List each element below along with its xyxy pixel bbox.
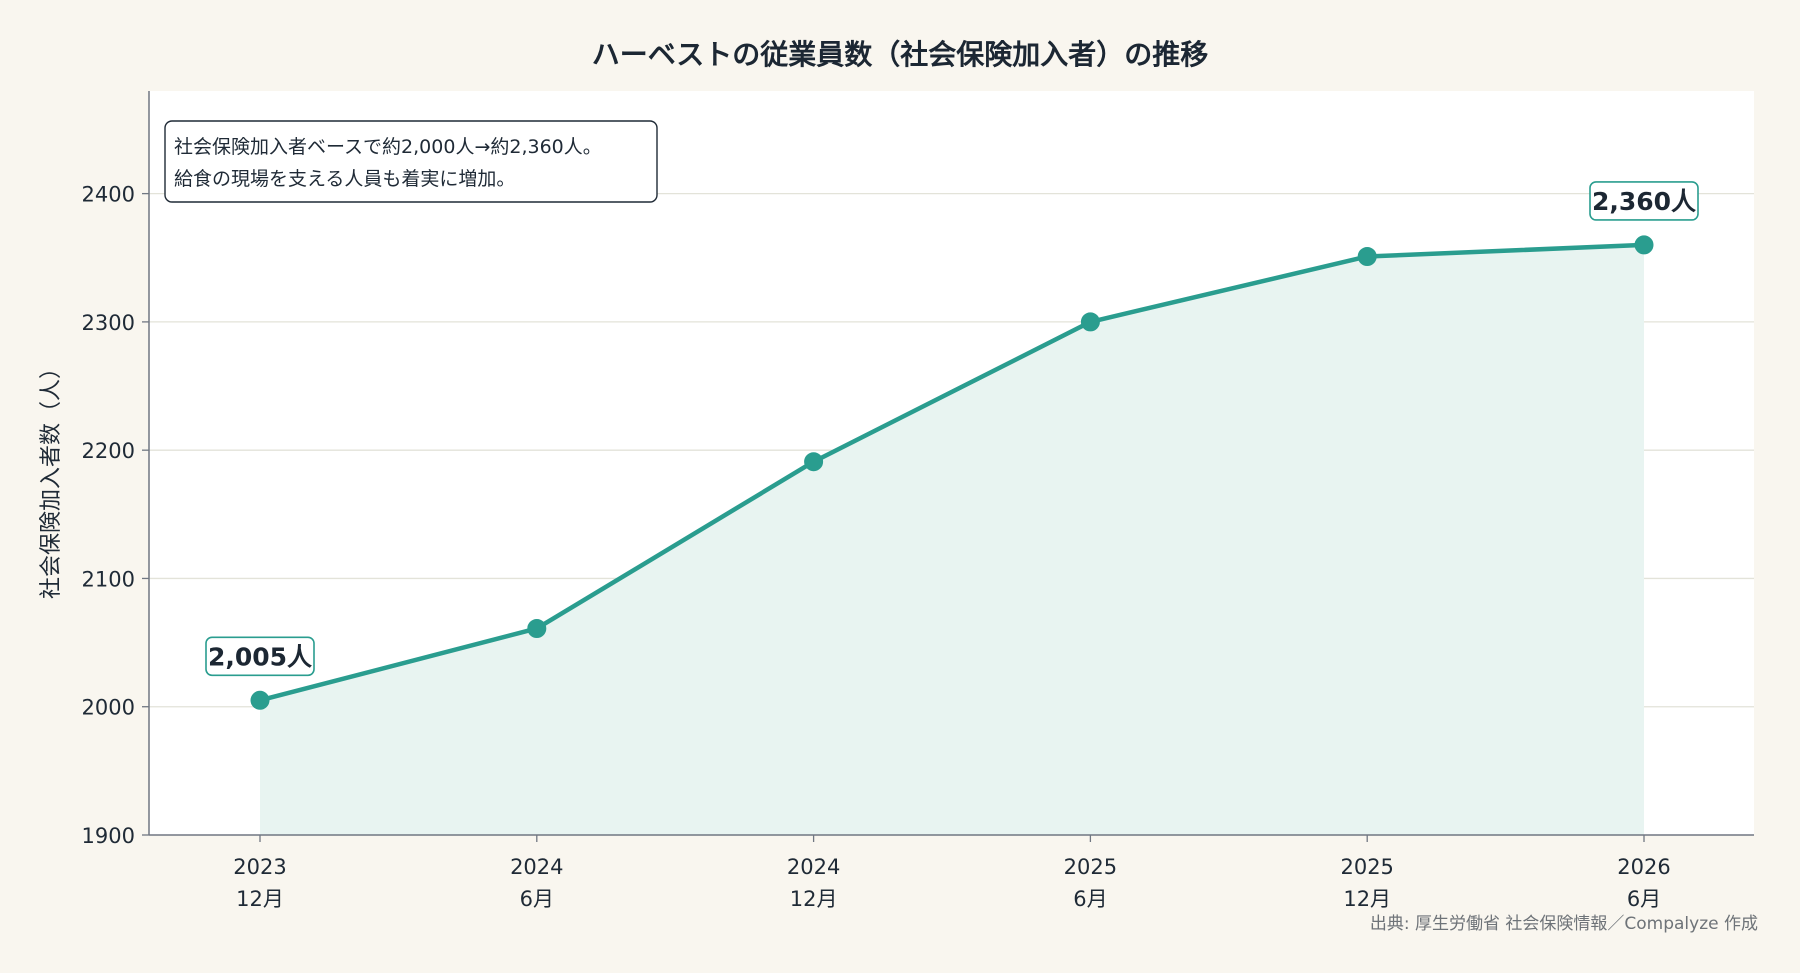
annotation-box: 社会保険加入者ベースで約2,000人→約2,360人。 給食の現場を支える人員も… [164, 120, 658, 203]
series-area [260, 244, 1644, 835]
x-tick-label-month: 12月 [236, 887, 284, 911]
series-line [257, 242, 1647, 703]
x-tick-label-year: 2025 [1064, 855, 1117, 879]
data-label-box [1589, 181, 1699, 221]
data-labels: 2,005人 2,360人 [205, 181, 1699, 677]
data-point [527, 618, 547, 638]
x-tick-label-year: 2026 [1617, 855, 1670, 879]
series-line-layer [257, 242, 1647, 703]
tick-labels: 1900 2000 2100 2200 2300 2400 2023 12月 2024 6月 202… [82, 183, 1671, 911]
y-tick-label: 2100 [82, 567, 135, 591]
y-tick-label: 2200 [82, 439, 135, 463]
y-tick-label: 2300 [82, 311, 135, 335]
source-note: 出典: 厚生労働省 社会保険情報／Compalyze 作成 [1370, 914, 1758, 934]
x-tick-label-year: 2025 [1340, 855, 1393, 879]
chart-title: ハーベストの従業員数（社会保険加入者）の推移 [592, 38, 1209, 71]
y-axis-label: 社会保険加入者数（人） [39, 357, 64, 599]
data-label-box [205, 636, 315, 677]
data-label: 2,005人 [205, 636, 315, 677]
data-point [1357, 246, 1377, 266]
x-tick-label-year: 2024 [787, 855, 840, 879]
x-tick-label-month: 12月 [790, 887, 838, 911]
y-tick-label: 1900 [82, 824, 135, 848]
data-points [250, 235, 1654, 710]
annotation-line-1: 社会保険加入者ベースで約2,000人→約2,360人。 [174, 136, 602, 158]
data-point [250, 690, 270, 710]
area-layer [260, 244, 1644, 835]
annotation-line-2: 給食の現場を支える人員も着実に増加。 [174, 168, 515, 190]
y-tick-label: 2400 [82, 183, 135, 207]
data-point [1634, 235, 1654, 255]
data-label: 2,360人 [1589, 181, 1699, 221]
x-tick-label-month: 6月 [520, 887, 554, 911]
data-label-text: 2,360人 [1592, 187, 1696, 216]
x-tick-label-month: 12月 [1343, 887, 1391, 911]
data-point [804, 452, 824, 472]
annotation-box-frame [164, 120, 658, 203]
data-point [1080, 312, 1100, 332]
data-label-text: 2,005人 [208, 642, 312, 671]
axes [148, 91, 1754, 836]
y-tick-label: 2000 [82, 696, 135, 720]
x-tick-label-month: 6月 [1627, 887, 1661, 911]
x-tick-label-year: 2024 [510, 855, 563, 879]
x-tick-label-year: 2023 [233, 855, 286, 879]
x-tick-label-month: 6月 [1073, 887, 1107, 911]
